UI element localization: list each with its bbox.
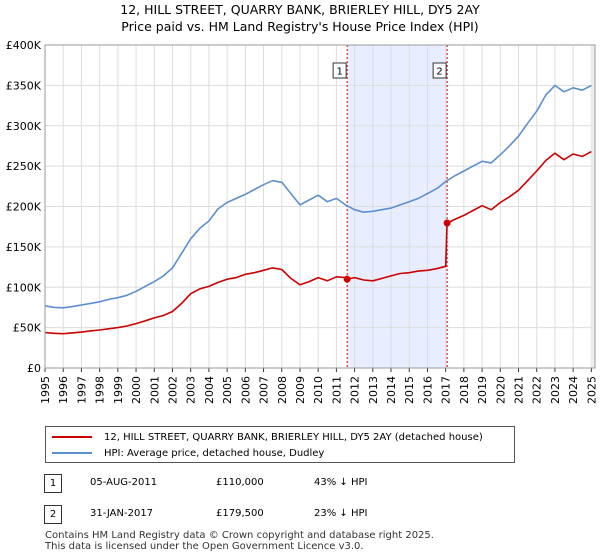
- y-tick-label: £0: [27, 362, 41, 375]
- x-tick-label: 2023: [549, 376, 562, 404]
- x-tick-label: 2009: [294, 376, 307, 404]
- x-tick-label: 2015: [403, 376, 416, 404]
- y-tick-label: £350K: [6, 79, 42, 92]
- x-tick-label: 2012: [349, 376, 362, 404]
- x-tick-label: 2011: [330, 376, 343, 404]
- y-tick-label: £100K: [6, 281, 42, 294]
- x-tick-label: 2018: [458, 376, 471, 404]
- y-tick-label: £150K: [6, 241, 42, 254]
- x-tick-label: 2002: [166, 376, 179, 404]
- x-tick-label: 2020: [494, 376, 507, 404]
- x-tick-label: 1996: [57, 376, 70, 404]
- sale-marker-box: [432, 62, 447, 79]
- x-tick-label: 2006: [239, 376, 252, 404]
- x-tick-label: 2022: [531, 376, 544, 404]
- x-tick-label: 2008: [276, 376, 289, 404]
- transaction-date: 31-JAN-2017: [90, 508, 154, 519]
- transaction-number: 1: [44, 474, 62, 493]
- x-tick-label: 2007: [258, 376, 271, 404]
- legend-label-property: 12, HILL STREET, QUARRY BANK, BRIERLEY H…: [104, 431, 483, 443]
- legend-swatch-property: [52, 436, 92, 438]
- x-tick-label: 2016: [421, 376, 434, 404]
- chart-title: 12, HILL STREET, QUARRY BANK, BRIERLEY H…: [120, 2, 480, 17]
- transaction-hpi-diff: 43% ↓ HPI: [314, 477, 368, 488]
- legend-item-property: 12, HILL STREET, QUARRY BANK, BRIERLEY H…: [52, 430, 483, 444]
- x-tick-label: 1998: [94, 376, 107, 404]
- y-tick-label: £300K: [6, 120, 42, 133]
- legend-label-hpi: HPI: Average price, detached house, Dudl…: [104, 447, 325, 459]
- x-tick-label: 2003: [185, 376, 198, 404]
- chart-subtitle: Price paid vs. HM Land Registry's House …: [121, 19, 479, 34]
- y-tick-label: £400K: [6, 39, 42, 52]
- price-chart: £0 £50K £100K £150K £200K £250K £300K £350K £400…: [6, 39, 599, 404]
- hpi-line: [44, 84, 592, 309]
- x-tick-label: 2017: [440, 376, 453, 404]
- x-tick-label: 2001: [148, 376, 161, 404]
- x-tick-label: 2010: [312, 376, 325, 404]
- x-tick-label: 2021: [513, 376, 526, 404]
- x-tick-label: 1997: [75, 376, 88, 404]
- y-tick-label: £200K: [6, 201, 42, 214]
- x-tick-label: 2013: [367, 376, 380, 404]
- x-tick-label: 2000: [130, 376, 143, 404]
- x-tick-label: 1999: [112, 376, 125, 404]
- x-tick-label: 2025: [585, 376, 598, 404]
- property-price-line: [44, 150, 592, 335]
- x-tick-label: 1995: [39, 376, 52, 404]
- plot-frame: [44, 44, 596, 369]
- footer-licence: This data is licensed under the Open Gov…: [45, 541, 364, 552]
- y-tick-label: £50K: [13, 322, 42, 335]
- footer-copyright: Contains HM Land Registry data © Crown c…: [45, 530, 434, 541]
- legend: 12, HILL STREET, QUARRY BANK, BRIERLEY H…: [45, 426, 515, 463]
- transaction-price: £179,500: [216, 508, 264, 519]
- transaction-date: 05-AUG-2011: [90, 477, 158, 488]
- transaction-hpi-diff: 23% ↓ HPI: [314, 508, 368, 519]
- legend-swatch-hpi: [52, 452, 92, 454]
- sale-point: [443, 219, 451, 227]
- sale-marker-label: 1: [336, 67, 342, 78]
- future-region: [591, 45, 595, 368]
- sale-marker-label: 2: [436, 67, 442, 78]
- transaction-price: £110,000: [216, 477, 264, 488]
- y-tick-label: £250K: [6, 160, 42, 173]
- x-tick-label: 2019: [476, 376, 489, 404]
- x-tick-label: 2004: [203, 376, 216, 404]
- x-tick-label: 2014: [385, 376, 398, 404]
- sale-point: [343, 275, 351, 283]
- transaction-number: 2: [44, 505, 62, 524]
- legend-item-hpi: HPI: Average price, detached house, Dudl…: [52, 446, 324, 460]
- x-tick-label: 2005: [221, 376, 234, 404]
- footer: Contains HM Land Registry data © Crown c…: [45, 530, 434, 552]
- x-tick-label: 2024: [567, 376, 580, 404]
- sale-marker-box: [332, 62, 347, 79]
